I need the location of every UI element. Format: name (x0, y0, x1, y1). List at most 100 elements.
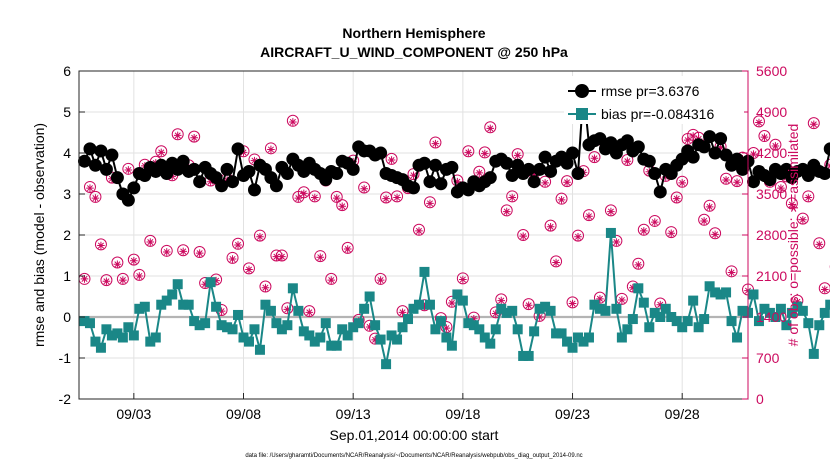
bias-point (468, 320, 479, 331)
bias-point (139, 301, 150, 312)
bias-point (381, 359, 392, 370)
bias-point (732, 332, 743, 343)
assimilated-obs-marker (552, 258, 560, 267)
rmse-point (160, 167, 174, 180)
x-tick-label: 09/03 (116, 406, 151, 422)
possible-obs-marker (412, 223, 425, 236)
assimilated-obs-marker (683, 136, 692, 144)
bias-point (211, 301, 222, 312)
assimilated-obs-marker (119, 276, 127, 284)
bias-point (216, 320, 227, 331)
assimilated-obs-marker (475, 169, 484, 177)
bias-point (726, 316, 737, 327)
rmse-point (247, 183, 261, 197)
rmse-point (445, 160, 459, 174)
bias-point (348, 322, 359, 333)
bias-point (293, 305, 304, 316)
ticks-layer: 09/03 09/08 09/13 09/18 09/23 09/28 -2 -1 0 1 2 3 4 5… (59, 63, 788, 422)
bias-point (452, 289, 463, 300)
possible-obs-marker (637, 223, 650, 236)
possible-obs-marker (440, 320, 453, 333)
bias-point (797, 305, 808, 316)
assimilated-obs-marker (130, 256, 138, 265)
possible-obs-marker (391, 190, 404, 203)
bias-point (238, 332, 249, 343)
bias-point (611, 303, 622, 314)
bias-point (759, 303, 770, 314)
bias-point (496, 303, 507, 314)
bias-point (808, 348, 819, 359)
assimilated-obs-marker (300, 189, 308, 198)
possible-obs-marker (604, 204, 617, 217)
bias-point (457, 295, 468, 306)
bias-point (666, 312, 677, 322)
rmse-point (544, 164, 558, 178)
assimilated-obs-marker (596, 295, 604, 303)
assimilated-obs-marker (113, 260, 122, 269)
rmse-point (269, 179, 283, 193)
bias-point (622, 324, 633, 335)
bias-point (413, 299, 424, 310)
bias-point (222, 322, 233, 333)
possible-obs-marker (769, 138, 782, 151)
rmse-point (620, 134, 634, 148)
rmse-point (566, 146, 580, 160)
bias-point (655, 312, 666, 322)
assimilated-obs-marker (799, 215, 807, 224)
bias-point (814, 320, 825, 331)
bias-point (331, 340, 342, 351)
bias-point (671, 316, 682, 327)
possible-obs-marker (785, 197, 798, 210)
assimilated-obs-marker (431, 139, 440, 148)
possible-obs-marker (670, 191, 683, 204)
rmse-point (121, 193, 135, 207)
assimilated-obs-marker (612, 238, 621, 246)
possible-obs-marker (83, 180, 96, 193)
assimilated-obs-marker (563, 178, 571, 187)
possible-obs-marker (752, 115, 765, 128)
assimilated-obs-marker (173, 131, 182, 140)
assimilated-obs-marker (360, 184, 368, 193)
assimilated-obs-marker (86, 184, 94, 192)
possible-obs-marker (731, 175, 744, 188)
bias-point (638, 297, 649, 308)
assimilated-obs-marker (530, 170, 538, 178)
possible-obs-marker (281, 302, 294, 315)
bias-point (337, 324, 348, 335)
assimilated-obs-marker (771, 142, 780, 150)
rmse-point (708, 146, 722, 160)
assimilated-obs-marker (338, 202, 347, 211)
bias-point (446, 340, 457, 351)
bias-point (737, 305, 748, 316)
rmse-point (346, 162, 360, 176)
bias-point (249, 324, 260, 335)
possible-obs-marker (774, 180, 787, 193)
bias-point (276, 324, 287, 335)
bias-point (282, 320, 293, 331)
assimilated-obs-marker (459, 275, 467, 284)
bias-point (145, 336, 156, 347)
assimilated-obs-marker (245, 265, 253, 274)
bias-point (271, 318, 282, 329)
possible-obs-marker (160, 244, 173, 257)
bias-point (172, 279, 183, 290)
possible-obs-marker (555, 192, 568, 205)
assimilated-obs-marker (590, 154, 599, 163)
possible-obs-marker (462, 145, 475, 158)
bias-point (309, 336, 320, 347)
rmse-point (730, 152, 744, 166)
assimilated-obs-marker (513, 151, 522, 160)
possible-obs-marker (171, 128, 184, 141)
bias-point (512, 324, 523, 335)
possible-obs-marker (286, 114, 299, 127)
bias-point (90, 336, 101, 347)
bias-point (128, 330, 139, 341)
bias-point (364, 291, 375, 302)
y-tick-label-right: 2800 (756, 227, 787, 243)
assimilated-obs-marker (398, 308, 407, 317)
bias-point (753, 316, 764, 327)
y-tick-label-right: 1400 (756, 309, 787, 325)
possible-obs-marker (632, 257, 645, 270)
assimilated-obs-marker (261, 283, 270, 292)
assimilated-obs-marker (157, 148, 166, 157)
